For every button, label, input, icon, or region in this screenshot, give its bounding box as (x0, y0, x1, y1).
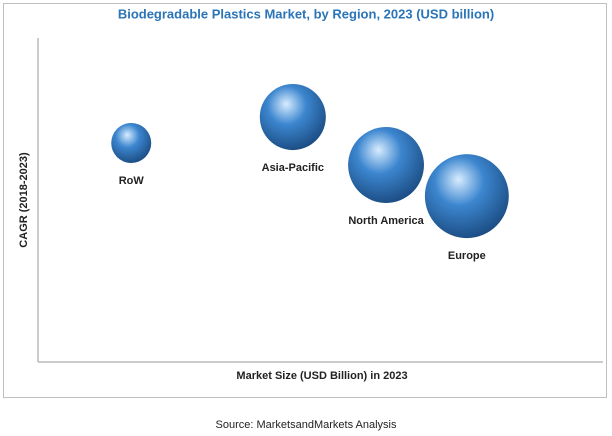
bubble (424, 154, 509, 239)
bubble (348, 127, 424, 203)
bubble (259, 84, 326, 151)
source-note: Source: MarketsandMarkets Analysis (216, 419, 397, 431)
bubble-label: North America (348, 215, 424, 227)
bubble-label: Asia-Pacific (262, 162, 324, 174)
chart-border (3, 3, 607, 398)
bubble (111, 122, 152, 163)
bubble-label: Europe (448, 250, 486, 262)
x-axis-title: Market Size (USD Billion) in 2023 (236, 370, 407, 382)
y-axis-title: CAGR (2018-2023) (18, 152, 30, 248)
bubble-label: RoW (119, 175, 145, 187)
chart-title: Biodegradable Plastics Market, by Region… (118, 6, 494, 21)
